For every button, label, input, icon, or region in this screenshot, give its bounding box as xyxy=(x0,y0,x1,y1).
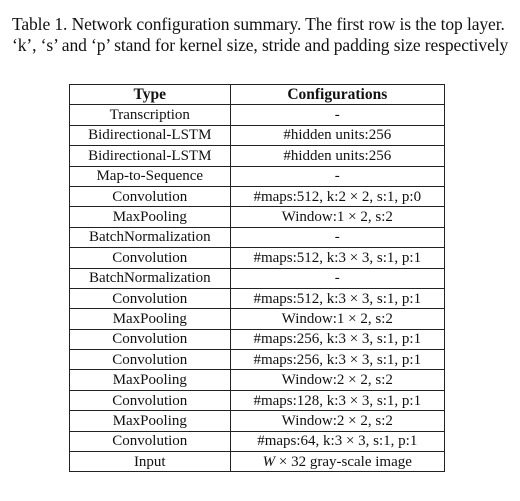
table-caption: Table 1. Network configuration summary. … xyxy=(12,14,509,55)
layer-type-cell: Convolution xyxy=(69,389,231,412)
layer-type-cell: MaxPooling xyxy=(69,410,231,432)
table-row: Map-to-Sequence - xyxy=(69,165,446,187)
header-type: Type xyxy=(69,83,231,106)
layer-config-cell: #maps:512, k:3 × 3, s:1, p:1 xyxy=(229,247,446,269)
layer-type-cell: Bidirectional-LSTM xyxy=(69,145,231,167)
table-header-row: Type Configurations xyxy=(69,83,446,106)
layer-config-cell: #hidden units:256 xyxy=(229,124,446,147)
table-row: Convolution #maps:512, k:3 × 3, s:1, p:1 xyxy=(69,247,446,269)
table-row: Convolution #maps:512, k:3 × 3, s:1, p:1 xyxy=(69,287,446,310)
layer-config-cell: #maps:256, k:3 × 3, s:1, p:1 xyxy=(229,349,446,371)
layer-type-cell: MaxPooling xyxy=(69,369,231,391)
table-row: Convolution #maps:256, k:3 × 3, s:1, p:1 xyxy=(69,328,446,351)
layer-type-cell: Convolution xyxy=(69,287,231,310)
layer-type-cell: Convolution xyxy=(69,185,231,208)
table-row: MaxPooling Window:2 × 2, s:2 xyxy=(69,369,446,391)
layer-type-cell: MaxPooling xyxy=(69,206,231,228)
layer-config-cell: Window:1 × 2, s:2 xyxy=(229,308,446,330)
table-row: Convolution #maps:512, k:2 × 2, s:1, p:0 xyxy=(69,185,446,208)
layer-type-cell: Input xyxy=(69,451,231,473)
layer-config-cell: - xyxy=(229,226,446,249)
table-row: Bidirectional-LSTM #hidden units:256 xyxy=(69,124,446,147)
layer-config-cell: #maps:128, k:3 × 3, s:1, p:1 xyxy=(229,389,446,412)
layer-config-cell: - xyxy=(229,104,446,126)
layer-config-cell: #maps:256, k:3 × 3, s:1, p:1 xyxy=(229,328,446,351)
table-row: MaxPooling Window:1 × 2, s:2 xyxy=(69,308,446,330)
layer-config-cell: Window:2 × 2, s:2 xyxy=(229,369,446,391)
table-row: MaxPooling Window:2 × 2, s:2 xyxy=(69,410,446,432)
layer-config-cell: Window:1 × 2, s:2 xyxy=(229,206,446,228)
layer-config-cell: #hidden units:256 xyxy=(229,145,446,167)
table-row: Input W × 32 gray-scale image xyxy=(69,451,446,473)
layer-type-cell: Convolution xyxy=(69,430,231,453)
table-row: Transcription - xyxy=(69,104,446,126)
layer-config-cell: W × 32 gray-scale image xyxy=(229,451,446,473)
table-row: Convolution #maps:64, k:3 × 3, s:1, p:1 xyxy=(69,430,446,453)
header-configurations: Configurations xyxy=(229,83,446,106)
layer-config-cell: #maps:512, k:2 × 2, s:1, p:0 xyxy=(229,185,446,208)
layer-type-cell: Map-to-Sequence xyxy=(69,165,231,187)
layer-type-cell: Bidirectional-LSTM xyxy=(69,124,231,147)
layer-type-cell: Convolution xyxy=(69,247,231,269)
layer-type-cell: MaxPooling xyxy=(69,308,231,330)
table-row: Convolution #maps:256, k:3 × 3, s:1, p:1 xyxy=(69,349,446,371)
table-row: Bidirectional-LSTM #hidden units:256 xyxy=(69,145,446,167)
table-row: Convolution #maps:128, k:3 × 3, s:1, p:1 xyxy=(69,389,446,412)
layer-type-cell: Transcription xyxy=(69,104,231,126)
table-row: BatchNormalization - xyxy=(69,267,446,289)
table-row: MaxPooling Window:1 × 2, s:2 xyxy=(69,206,446,228)
layer-type-cell: BatchNormalization xyxy=(69,267,231,289)
layer-type-cell: Convolution xyxy=(69,349,231,371)
layer-config-cell: - xyxy=(229,165,446,187)
table-body: Transcription - Bidirectional-LSTM #hidden … xyxy=(69,104,446,473)
layer-type-cell: BatchNormalization xyxy=(69,226,231,249)
table-row: BatchNormalization - xyxy=(69,226,446,249)
layer-config-cell: #maps:64, k:3 × 3, s:1, p:1 xyxy=(229,430,446,453)
network-config-table: Type Configurations Transcription - Bidire… xyxy=(69,83,446,473)
layer-config-cell: Window:2 × 2, s:2 xyxy=(229,410,446,432)
layer-config-cell: #maps:512, k:3 × 3, s:1, p:1 xyxy=(229,287,446,310)
layer-config-cell: - xyxy=(229,267,446,289)
layer-type-cell: Convolution xyxy=(69,328,231,351)
